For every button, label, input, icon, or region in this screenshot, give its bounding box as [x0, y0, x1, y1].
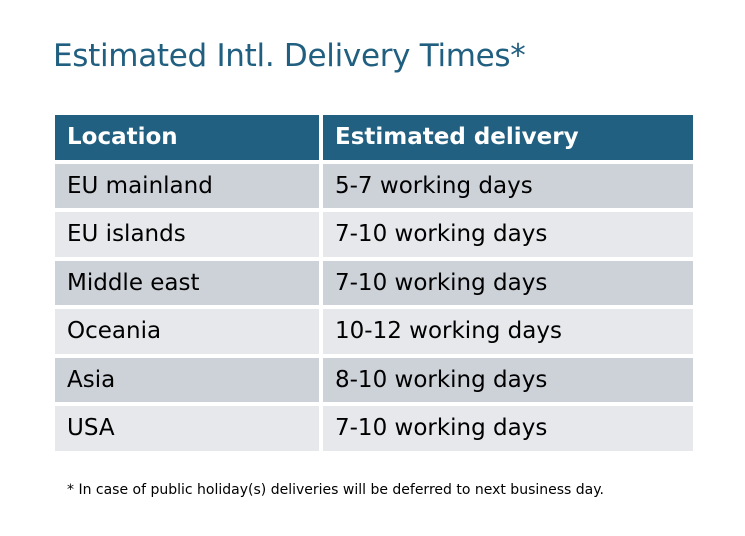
table-row: Asia 8-10 working days — [55, 357, 693, 402]
page-title: Estimated Intl. Delivery Times* — [53, 38, 526, 74]
table-row: Middle east 7-10 working days — [55, 260, 693, 305]
delivery-table: Location Estimated delivery EU mainland … — [51, 111, 697, 455]
delivery-cell: 7-10 working days — [323, 212, 693, 257]
delivery-cell: 10-12 working days — [323, 309, 693, 354]
table-row: EU mainland 5-7 working days — [55, 163, 693, 208]
location-cell: EU mainland — [55, 163, 319, 208]
table-header-row: Location Estimated delivery — [55, 115, 693, 160]
delivery-cell: 5-7 working days — [323, 163, 693, 208]
location-cell: Oceania — [55, 309, 319, 354]
table-row: Oceania 10-12 working days — [55, 309, 693, 354]
delivery-cell: 7-10 working days — [323, 260, 693, 305]
table-row: EU islands 7-10 working days — [55, 212, 693, 257]
column-header-estimated-delivery: Estimated delivery — [323, 115, 693, 160]
delivery-cell: 8-10 working days — [323, 357, 693, 402]
footnote: * In case of public holiday(s) deliverie… — [67, 482, 604, 498]
delivery-cell: 7-10 working days — [323, 406, 693, 451]
location-cell: Asia — [55, 357, 319, 402]
location-cell: EU islands — [55, 212, 319, 257]
location-cell: Middle east — [55, 260, 319, 305]
location-cell: USA — [55, 406, 319, 451]
table-row: USA 7-10 working days — [55, 406, 693, 451]
column-header-location: Location — [55, 115, 319, 160]
